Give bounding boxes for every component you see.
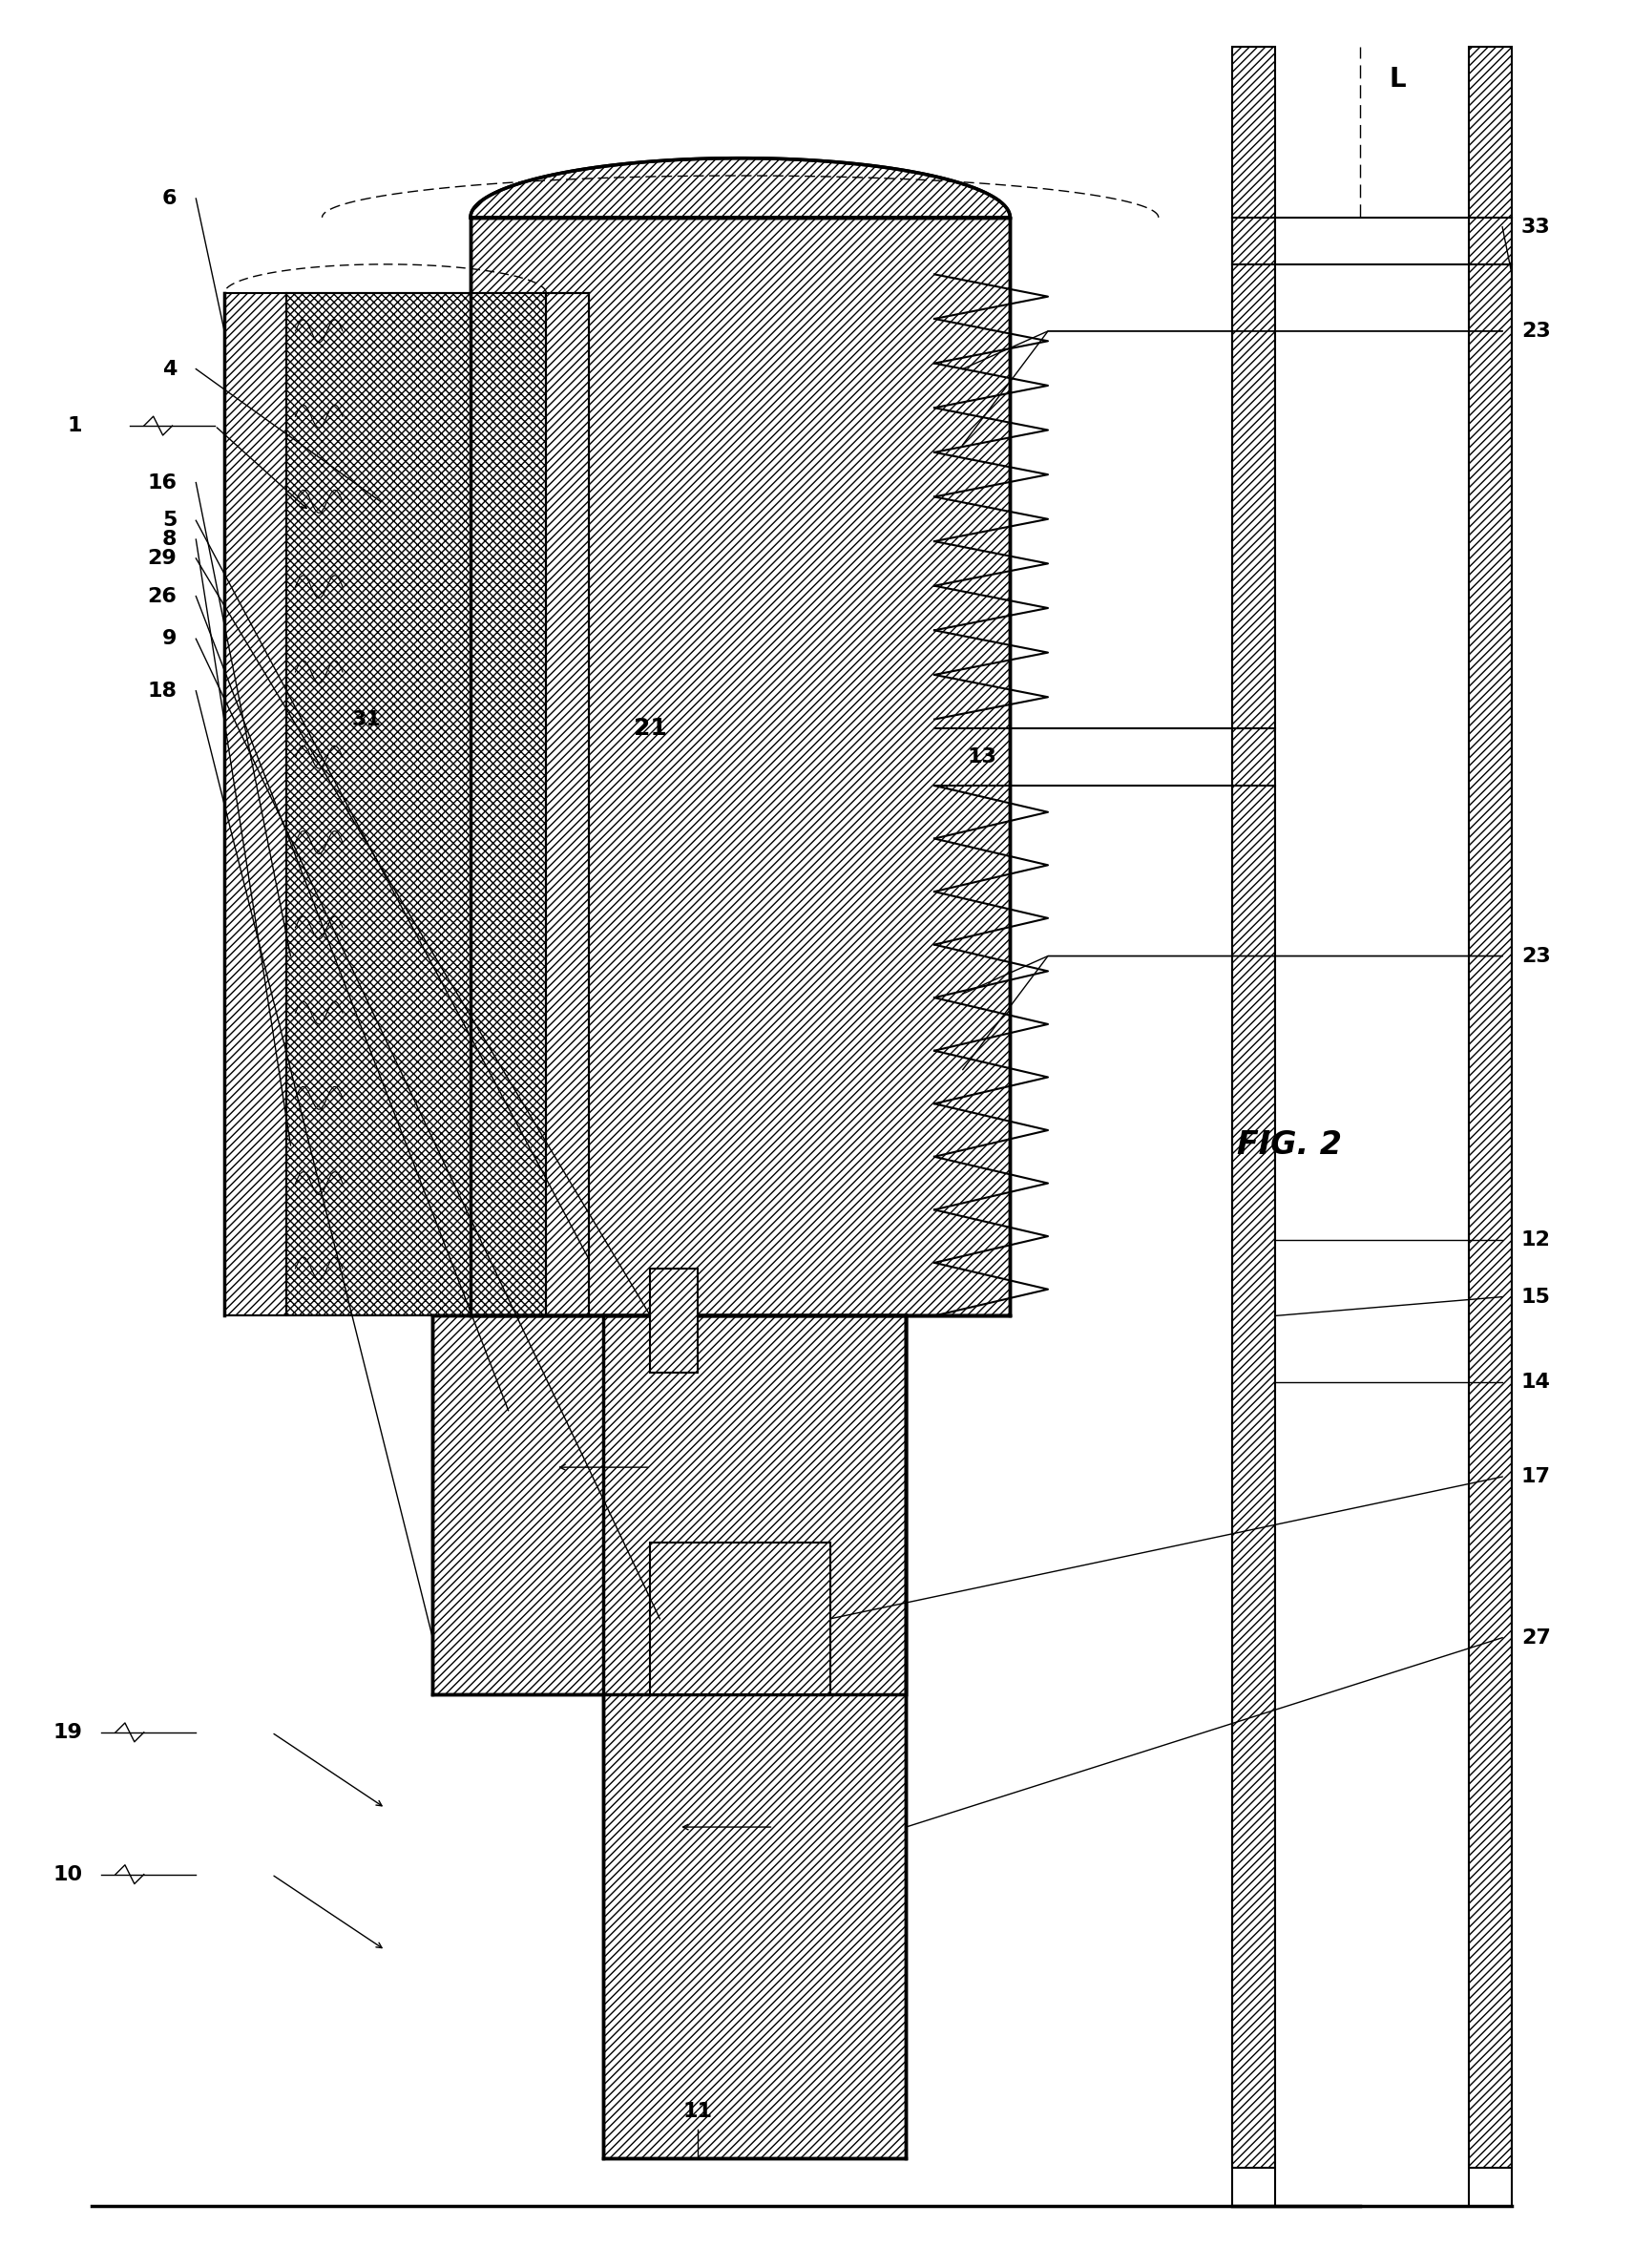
Bar — [1233, 48, 1275, 2168]
Bar — [224, 293, 286, 1315]
Text: 31: 31 — [351, 710, 380, 728]
Text: 19: 19 — [52, 1724, 82, 1742]
Text: 21: 21 — [634, 717, 666, 739]
Bar — [545, 293, 590, 1315]
Text: 17: 17 — [1522, 1467, 1551, 1486]
Bar — [1470, 48, 1512, 2168]
Text: 33: 33 — [1522, 218, 1551, 236]
Bar — [286, 293, 545, 1315]
Bar — [650, 1268, 697, 1372]
Text: 5: 5 — [162, 510, 176, 531]
Text: 29: 29 — [147, 549, 176, 567]
Polygon shape — [470, 159, 1011, 218]
Text: 16: 16 — [147, 474, 176, 492]
Text: 6: 6 — [162, 188, 176, 209]
Text: 15: 15 — [1522, 1288, 1551, 1306]
Text: 18: 18 — [147, 680, 176, 701]
Text: 9: 9 — [162, 628, 176, 649]
Text: 26: 26 — [147, 587, 176, 606]
Text: FIG. 2: FIG. 2 — [1238, 1129, 1342, 1161]
Text: 11: 11 — [683, 2102, 712, 2121]
Bar — [1275, 218, 1470, 2207]
Text: 1: 1 — [67, 417, 82, 435]
Text: 12: 12 — [1522, 1232, 1551, 1250]
Text: 10: 10 — [52, 1864, 82, 1885]
Text: 8: 8 — [162, 531, 176, 549]
Text: 23: 23 — [1522, 322, 1551, 340]
Bar — [603, 1315, 906, 2159]
Bar — [470, 218, 1011, 1315]
Text: 13: 13 — [967, 748, 996, 767]
Bar — [650, 1542, 830, 1694]
Text: 23: 23 — [1522, 946, 1551, 966]
Text: 27: 27 — [1522, 1628, 1551, 1647]
Text: 4: 4 — [162, 358, 176, 379]
Bar — [433, 1315, 906, 1694]
Text: 14: 14 — [1522, 1372, 1551, 1393]
Text: L: L — [1388, 66, 1406, 93]
